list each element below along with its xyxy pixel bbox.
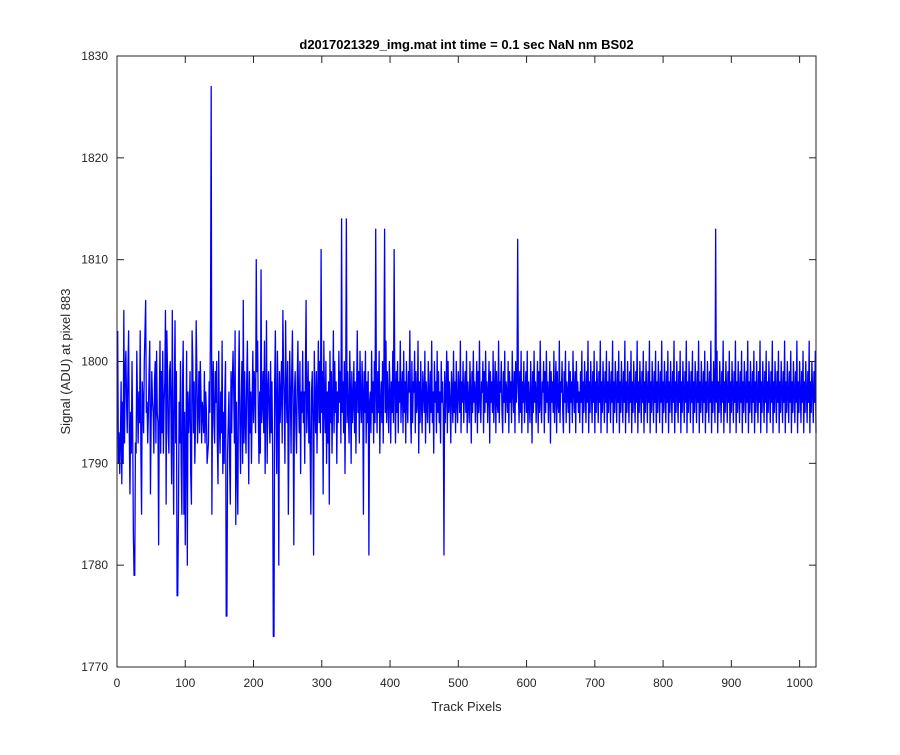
y-tick-label: 1820 [81,151,108,165]
chart-title: d2017021329_img.mat int time = 0.1 sec N… [299,37,633,52]
y-axis-ticks: 1770 1780 1790 1800 1810 1820 1830 [81,49,816,674]
y-tick-label: 1830 [81,49,108,63]
x-tick-label: 0 [114,676,121,690]
x-tick-label: 200 [244,676,264,690]
x-axis-label: Track Pixels [431,699,502,714]
x-tick-label: 100 [175,676,195,690]
x-tick-label: 600 [517,676,537,690]
x-tick-label: 800 [653,676,673,690]
x-tick-label: 1000 [786,676,813,690]
x-tick-label: 400 [380,676,400,690]
series-line [117,85,817,638]
x-tick-label: 700 [585,676,605,690]
y-tick-label: 1810 [81,253,108,267]
y-tick-label: 1770 [81,660,108,674]
y-tick-label: 1780 [81,558,108,572]
x-tick-label: 300 [312,676,332,690]
x-tick-label: 900 [721,676,741,690]
y-axis-label: Signal (ADU) at pixel 883 [58,289,73,435]
x-tick-label: 500 [448,676,468,690]
y-tick-label: 1790 [81,456,108,470]
series-layer [117,85,817,638]
x-axis-ticks: 0 100 200 300 400 500 600 700 800 900 1000 [114,56,813,690]
y-tick-label: 1800 [81,355,108,369]
